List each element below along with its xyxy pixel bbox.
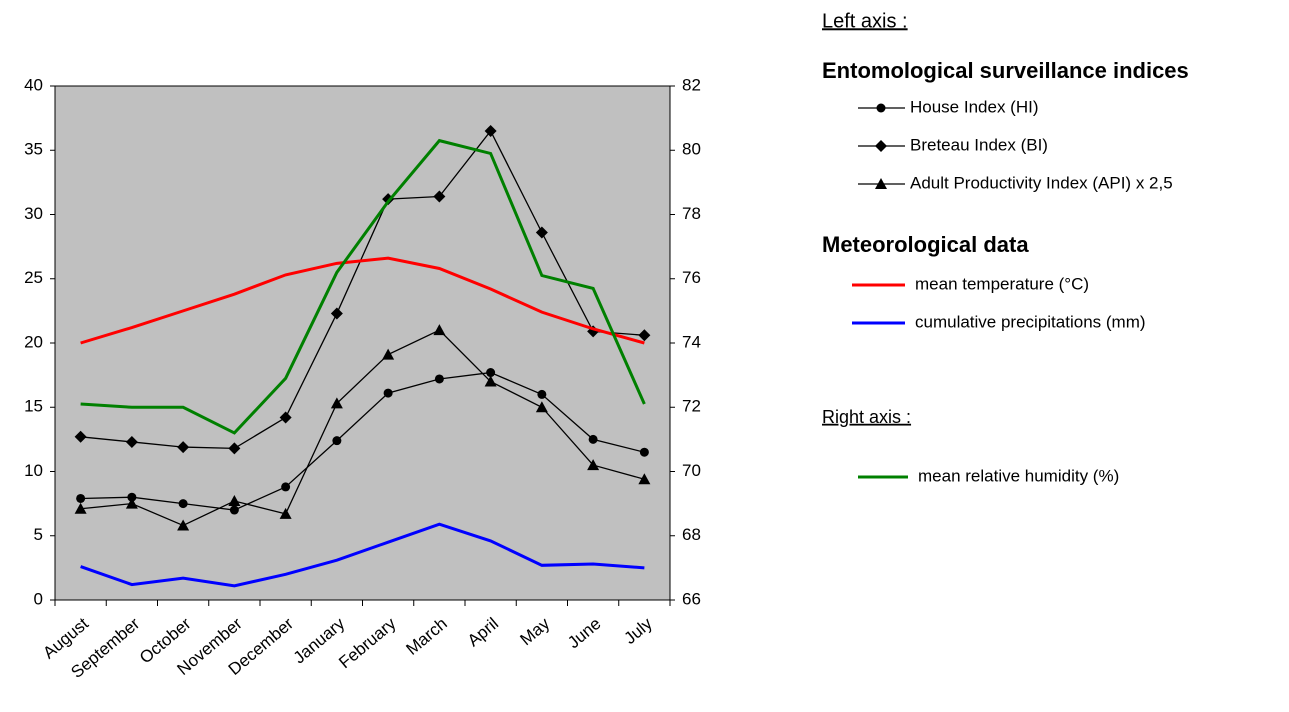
data-point [638,329,651,342]
data-point [228,495,241,507]
legend-group-title: Entomological surveillance indices [822,58,1189,83]
data-point [332,436,342,446]
legend-label: Adult Productivity Index (API) x 2,5 [910,173,1173,192]
y-tick-label: 5 [34,525,43,544]
data-point [178,499,188,509]
data-point [229,505,239,515]
y-tick-label: 40 [24,75,43,94]
legend-heading: Left axis : [822,10,908,32]
data-point [486,368,496,378]
legend-label: Breteau Index (BI) [910,135,1048,154]
y2-tick-label: 66 [682,589,701,608]
data-point [588,434,598,444]
legend-marker [875,140,887,152]
series-line [80,129,645,450]
y2-tick-label: 74 [682,332,701,351]
y2-tick-label: 80 [682,140,701,159]
legend-label: cumulative precipitations (mm) [915,312,1146,331]
data-point [587,459,600,471]
y-tick-label: 20 [24,332,43,351]
x-tick-label: May [517,614,554,650]
series-line [80,329,645,527]
data-point [433,324,446,336]
y2-tick-label: 70 [682,461,701,480]
series-line [80,256,645,345]
legend-label: mean relative humidity (%) [918,466,1119,485]
data-point [537,389,547,399]
data-point [74,502,87,514]
y-tick-label: 35 [24,140,43,159]
y2-tick-label: 78 [682,204,701,223]
y-tick-label: 30 [24,204,43,223]
data-point [127,492,137,502]
data-point [177,441,190,454]
data-point [228,442,241,455]
data-point [638,473,651,485]
data-point [76,493,86,503]
data-point [330,307,343,320]
data-point [535,226,548,239]
series-line [80,371,645,511]
y-tick-label: 15 [24,397,43,416]
legend-label: mean temperature (°C) [915,274,1089,293]
x-tick-label: March [402,614,450,659]
y2-tick-label: 68 [682,525,701,544]
series-line [80,522,645,588]
y2-tick-label: 82 [682,75,701,94]
legend-heading: Right axis : [822,407,911,427]
y2-tick-label: 76 [682,268,701,287]
series-line [80,138,646,435]
y-tick-label: 10 [24,461,43,480]
data-point [74,430,87,443]
y2-tick-label: 72 [682,397,701,416]
legend-marker [875,178,887,189]
data-point [383,388,393,398]
data-point [279,507,292,519]
data-point [330,397,343,409]
x-tick-label: June [564,614,604,652]
legend-label: House Index (HI) [910,97,1039,116]
data-point [434,374,444,384]
data-point [177,519,190,531]
data-point [125,435,138,448]
y-tick-label: 25 [24,268,43,287]
data-point [535,401,548,413]
x-tick-label: April [464,614,502,650]
data-point [382,348,395,360]
y-tick-label: 0 [34,589,43,608]
data-point [484,375,497,387]
plot-area [54,85,671,601]
x-tick-label: July [620,614,656,648]
x-tick-label: February [335,614,400,673]
legend-marker [876,103,886,113]
data-point [484,124,497,137]
data-point [433,190,446,203]
data-point [281,482,291,492]
legend-group-title: Meteorological data [822,232,1029,257]
data-point [125,497,138,509]
data-point [279,411,292,424]
data-point [639,447,649,457]
